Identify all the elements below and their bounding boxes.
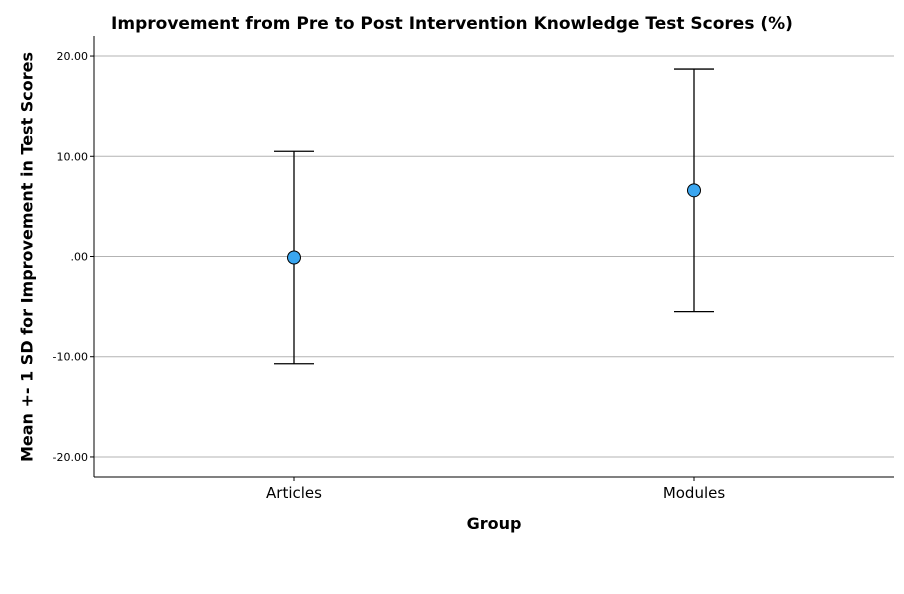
y-tick-label: 20.00 [57, 50, 89, 63]
y-tick-label: .00 [71, 251, 89, 264]
y-tick-label: -20.00 [53, 451, 88, 464]
y-tick-label: 10.00 [57, 150, 89, 163]
y-tick-labels: 20.00 10.00 .00 -10.00 -20.00 [53, 50, 88, 464]
x-tick-label-articles: Articles [266, 484, 322, 502]
x-tick-label-modules: Modules [663, 484, 726, 502]
mean-point-modules [687, 183, 701, 198]
mean-point-articles [287, 250, 301, 265]
axes [90, 36, 894, 481]
x-axis-label: Group [466, 514, 522, 533]
error-bars [274, 68, 714, 365]
points [287, 183, 701, 265]
x-tick-labels: Articles Modules [266, 484, 725, 502]
gridlines [94, 55, 894, 458]
chart-title: Improvement from Pre to Post Interventio… [111, 14, 793, 34]
y-tick-label: -10.00 [53, 351, 88, 364]
